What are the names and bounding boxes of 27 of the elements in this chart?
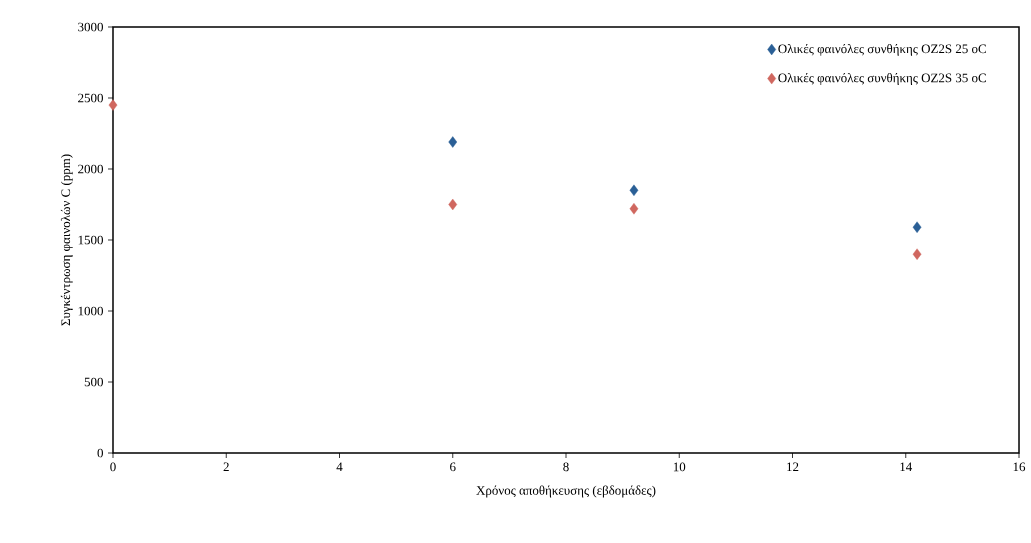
x-tick-label: 8 (563, 462, 569, 472)
x-tick-label: 12 (787, 462, 799, 472)
y-tick-label: 2000 (78, 164, 103, 174)
y-tick-label: 3000 (78, 22, 103, 32)
y-tick-label: 2500 (78, 93, 103, 103)
legend-label: Ολικές φαινόλες συνθήκης OZ2S 25 oC (778, 43, 986, 56)
x-tick-label: 16 (1013, 462, 1026, 472)
point (629, 203, 639, 215)
x-axis-title: Χρόνος αποθήκευσης (εβδομάδες) (476, 485, 656, 498)
x-tick-label: 10 (673, 462, 686, 472)
x-tick-label: 4 (336, 462, 343, 472)
x-tick-label: 2 (223, 462, 229, 472)
point (629, 184, 639, 196)
x-tick-label: 14 (900, 462, 913, 472)
point (108, 99, 118, 111)
point (448, 198, 458, 211)
point (448, 136, 458, 148)
legend-label: Ολικές φαινόλες συνθήκης OZ2S 35 oC (778, 73, 986, 85)
x-tick-label: 0 (110, 462, 116, 472)
y-tick-label: 0 (97, 448, 103, 458)
point (912, 248, 922, 260)
y-axis-title: Συγκέντρωση φαινολών C (ppm) (60, 154, 73, 326)
y-tick-label: 500 (84, 377, 103, 387)
y-tick-label: 1500 (78, 235, 103, 245)
point (912, 221, 922, 233)
x-tick-label: 6 (450, 462, 456, 472)
y-tick-label: 1000 (78, 306, 103, 316)
